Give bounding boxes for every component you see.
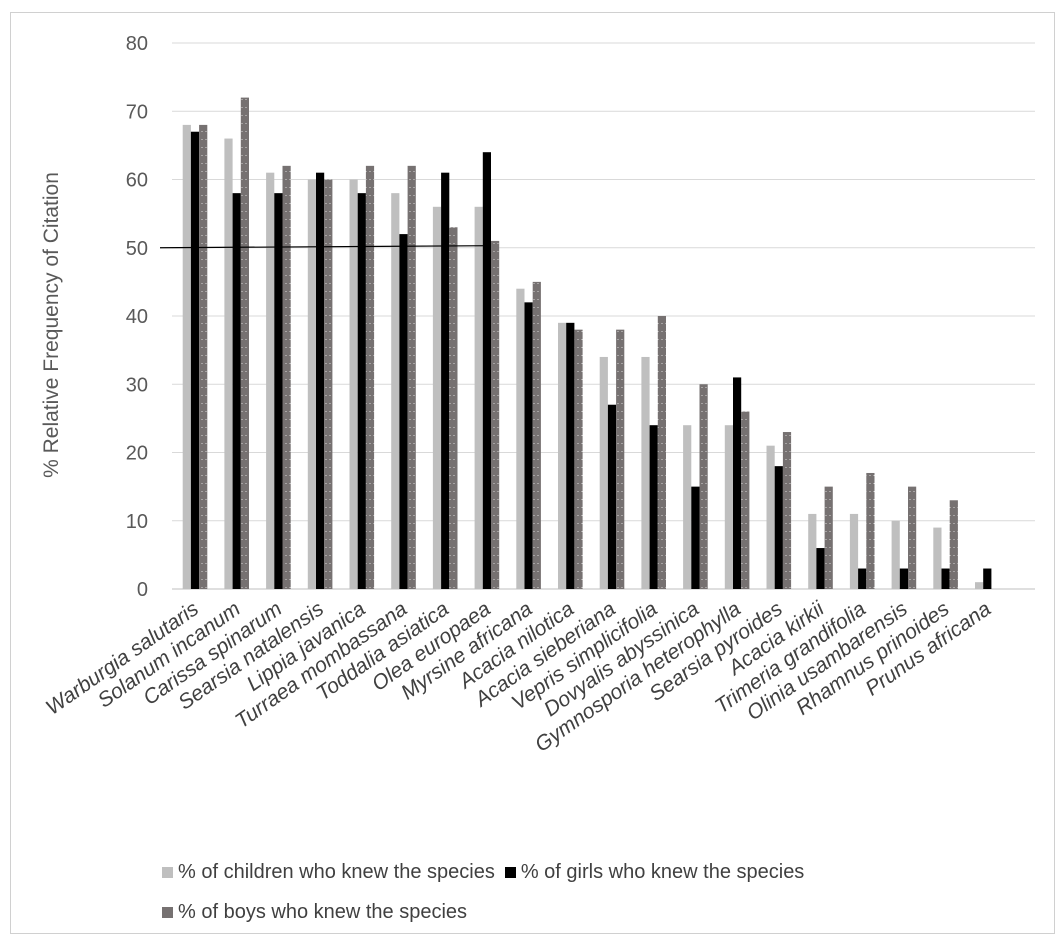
- y-tick-label: 70: [126, 101, 148, 123]
- y-tick-label: 80: [126, 33, 148, 55]
- bar-boys: [324, 179, 333, 589]
- bar-boys: [908, 486, 917, 589]
- bar-children: [516, 288, 525, 589]
- bar-girls: [524, 302, 533, 589]
- bar-children: [432, 206, 442, 590]
- bar-children: [808, 513, 817, 589]
- bar-girls: [691, 486, 700, 589]
- bar-girls: [399, 234, 408, 589]
- legend-item-boys: % of boys who knew the species: [162, 901, 467, 924]
- bar-children: [975, 582, 984, 589]
- legend-label-girls: % of girls who knew the species: [520, 860, 805, 883]
- bar-children: [891, 520, 900, 589]
- bar-boys: [407, 165, 416, 589]
- bar-girls: [357, 193, 366, 589]
- bar-children: [349, 179, 358, 589]
- bar-boys: [240, 97, 249, 589]
- y-tick-label: 40: [126, 306, 148, 328]
- bar-children: [641, 356, 650, 589]
- y-tick-label: 50: [126, 238, 148, 260]
- bar-girls: [816, 548, 825, 589]
- bar-children: [849, 513, 859, 589]
- bar-children: [307, 179, 316, 589]
- y-tick-label: 20: [126, 443, 148, 465]
- bar-girls: [566, 322, 575, 589]
- bar-children: [182, 124, 191, 590]
- bar-children: [683, 425, 692, 589]
- legend-label-children: % of children who knew the species: [178, 860, 495, 883]
- bar-children: [266, 172, 275, 590]
- bar-girls: [316, 172, 325, 590]
- legend-swatch-children: [162, 866, 173, 878]
- y-tick-label: 10: [126, 511, 148, 533]
- bar-boys: [866, 472, 875, 589]
- bar-girls: [232, 193, 241, 589]
- bar-children: [599, 356, 608, 589]
- y-tick-labels: 0 10 20 30 40 50 60 70 80: [126, 33, 148, 601]
- bar-girls: [774, 466, 783, 589]
- bar-children: [474, 206, 483, 590]
- bar-boys: [532, 281, 541, 589]
- bar-girls: [941, 568, 950, 589]
- bar-girls: [858, 568, 867, 589]
- bar-girls: [607, 404, 617, 589]
- bar-boys: [741, 411, 750, 589]
- legend-label-boys: % of boys who knew the species: [178, 900, 468, 923]
- bar-boys: [616, 329, 625, 589]
- legend-swatch-boys: [162, 906, 173, 918]
- bar-boys: [657, 316, 666, 589]
- bar-boys: [699, 384, 708, 589]
- y-axis-label: % Relative Frequency of Citation: [40, 172, 63, 478]
- y-tick-label: 30: [126, 374, 148, 396]
- bar-girls: [899, 568, 908, 589]
- annotation-line: [159, 245, 490, 249]
- bar-girls: [983, 568, 992, 589]
- legend-swatch-girls: [504, 866, 516, 878]
- bar-boys: [824, 486, 833, 589]
- y-tick-label: 0: [137, 579, 148, 601]
- bar-boys: [365, 165, 375, 589]
- bar-children: [224, 138, 233, 590]
- bar-girls: [649, 425, 658, 589]
- bar-boys: [199, 124, 208, 590]
- bars: [182, 97, 992, 590]
- legend-item-children: % of children who knew the species: [162, 861, 495, 884]
- bar-children: [391, 193, 400, 589]
- bar-girls: [733, 377, 742, 589]
- bar-boys: [574, 329, 583, 589]
- bar-children: [766, 445, 775, 589]
- bar-children: [933, 527, 942, 589]
- bar-boys: [282, 165, 291, 589]
- bar-boys: [491, 240, 500, 590]
- bar-children: [724, 425, 733, 589]
- bar-boys: [782, 432, 792, 589]
- bar-girls: [274, 193, 283, 589]
- bar-girls: [441, 172, 450, 590]
- bar-boys: [449, 227, 458, 589]
- bar-chart: 0 10 20 30 40 50 60 70 80 Warburgia salutarisSol…: [40, 33, 1035, 757]
- bar-girls: [482, 152, 491, 589]
- y-tick-label: 60: [126, 170, 148, 192]
- legend: % of children who knew the species % of …: [162, 858, 814, 938]
- legend-item-girls: % of girls who knew the species: [504, 860, 805, 884]
- bar-boys: [949, 500, 958, 589]
- bar-girls: [190, 131, 200, 589]
- bar-children: [558, 322, 567, 589]
